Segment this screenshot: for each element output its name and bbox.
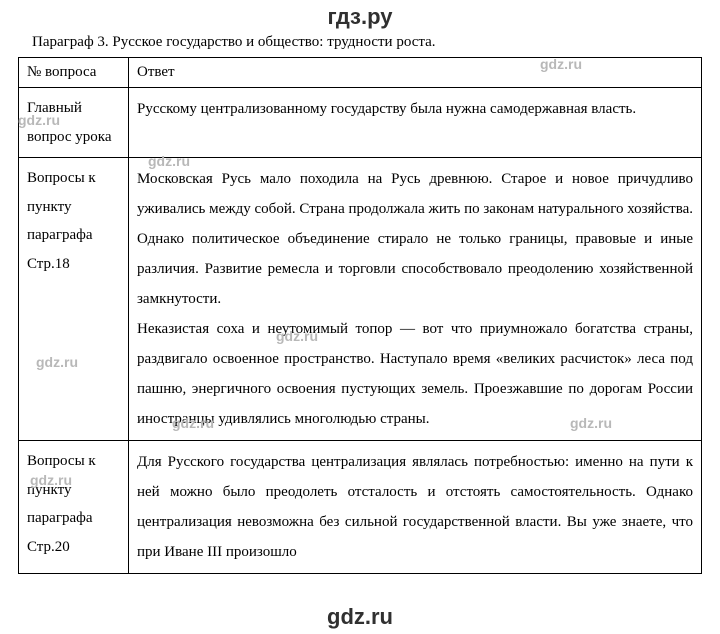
header-watermark: гдз.ру [0,4,720,30]
row-answer: Московская Русь мало походила на Русь др… [129,158,702,441]
answer-table: № вопроса Ответ Главный вопрос урока Рус… [18,57,702,574]
table-row: Главный вопрос урока Русскому централизо… [19,88,702,158]
document-content: Параграф 3. Русское государство и общест… [0,0,720,584]
row-answer: Русскому централизованному государству б… [129,88,702,158]
footer-watermark: gdz.ru [0,604,720,630]
table-row: Вопросы к пункту параграфа Стр.20 Для Ру… [19,441,702,574]
table-row: Вопросы к пункту параграфа Стр.18 Москов… [19,158,702,441]
header-col2: Ответ [129,58,702,88]
table-header-row: № вопроса Ответ [19,58,702,88]
row-question: Главный вопрос урока [19,88,129,158]
row-question: Вопросы к пункту параграфа Стр.20 [19,441,129,574]
row-answer: Для Русского государства централизация я… [129,441,702,574]
header-col1: № вопроса [19,58,129,88]
paragraph-title: Параграф 3. Русское государство и общест… [18,34,702,51]
row-question: Вопросы к пункту параграфа Стр.18 [19,158,129,441]
